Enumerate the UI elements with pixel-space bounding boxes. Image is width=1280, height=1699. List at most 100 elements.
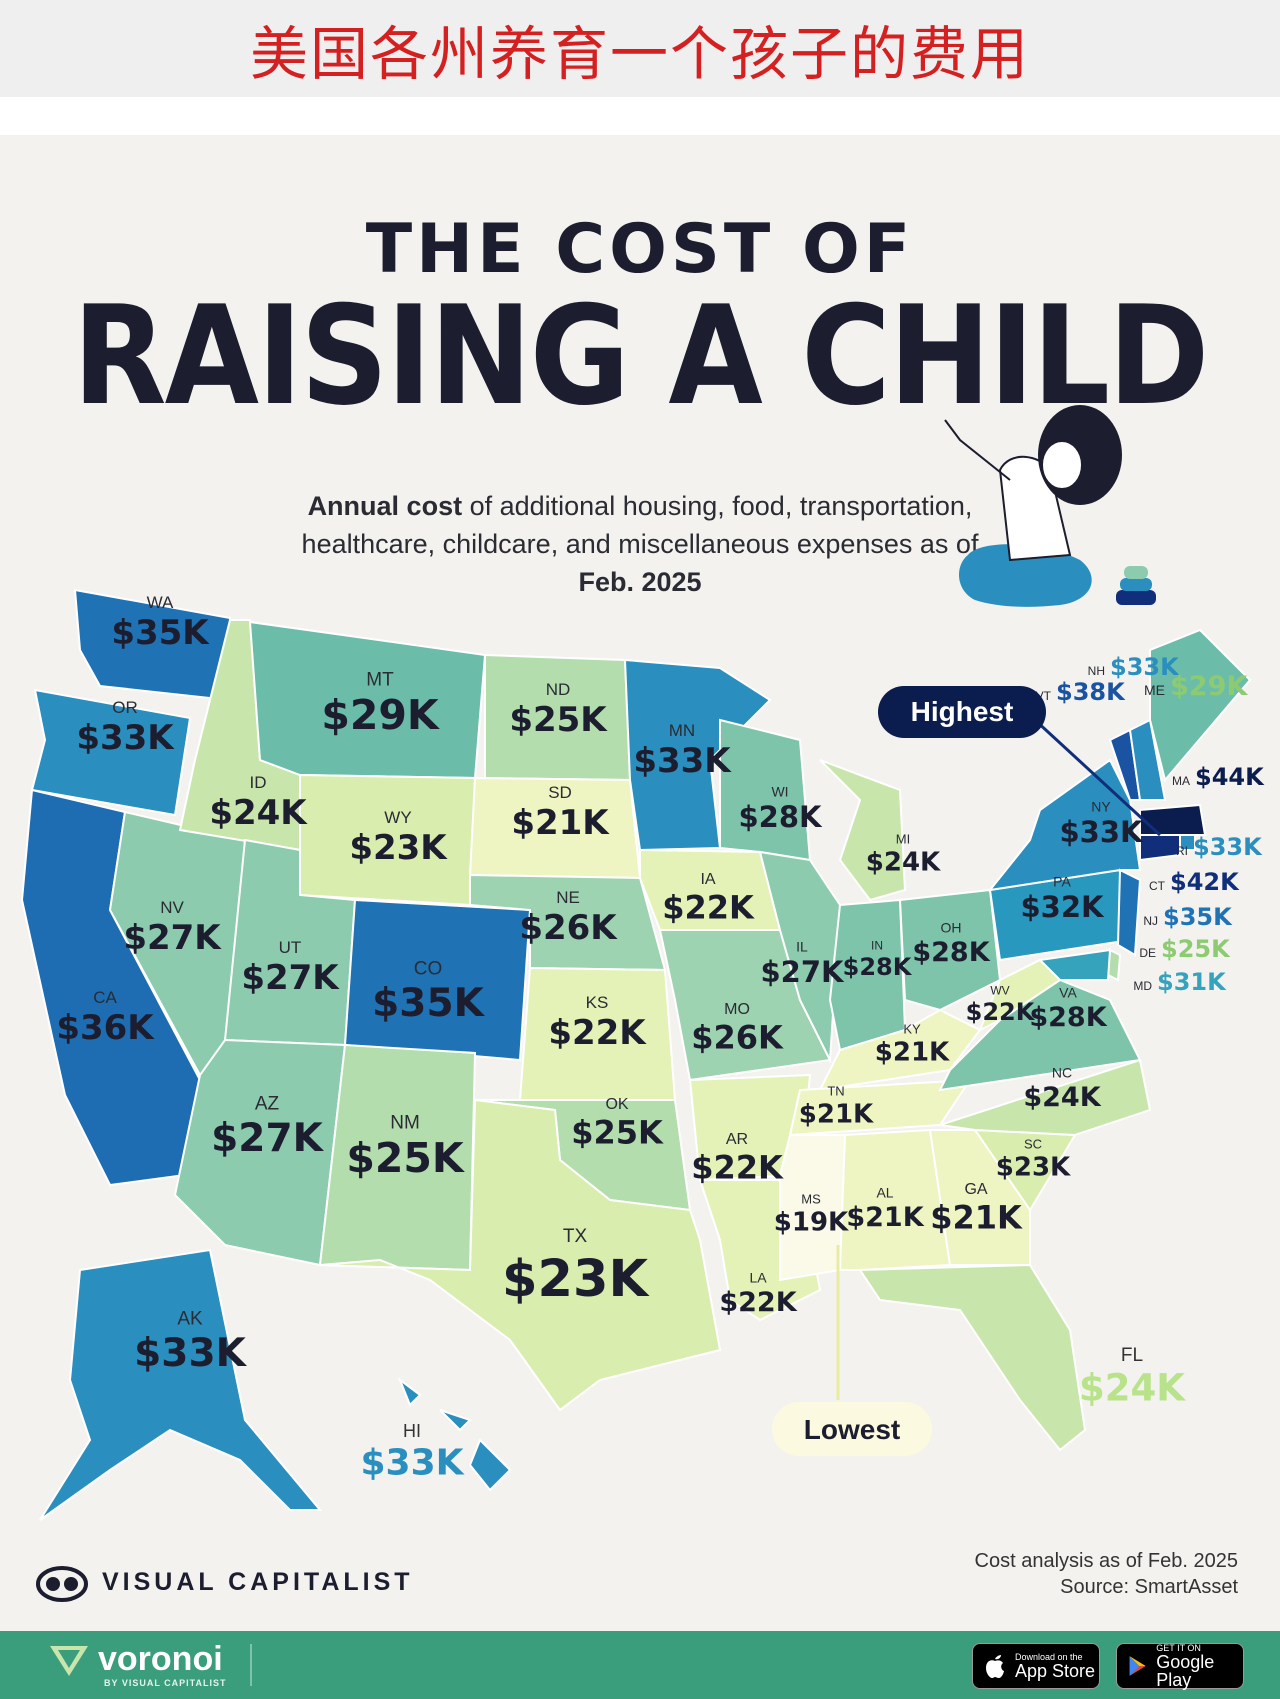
top-banner: 美国各州养育一个孩子的费用	[0, 0, 1280, 97]
state-value-la: $22K	[719, 1287, 797, 1318]
state-abbr-or: OR	[112, 698, 138, 717]
state-il	[758, 850, 842, 1064]
state-nj	[1116, 868, 1142, 957]
state-abbr-ri: RI	[1176, 844, 1188, 858]
state-abbr-ms: MS	[801, 1192, 821, 1207]
state-abbr-md: MD	[1133, 979, 1152, 993]
state-abbr-nd: ND	[546, 680, 571, 699]
state-abbr-nv: NV	[160, 898, 184, 917]
state-labels: WA$35KOR$33KCA$36KNV$27KID$24KMT$29KWY$2…	[56, 593, 1265, 1484]
toy-ring-3	[1124, 566, 1148, 579]
lowest-callout: Lowest	[772, 1245, 932, 1456]
state-value-wv: $22K	[966, 998, 1036, 1026]
state-wi	[719, 718, 812, 862]
state-abbr-fl: FL	[1121, 1345, 1143, 1366]
subtitle-bold-date: Feb. 2025	[578, 567, 702, 597]
state-ms	[779, 1134, 847, 1282]
state-mi	[819, 759, 907, 902]
state-abbr-ne: NE	[556, 888, 580, 907]
state-abbr-me: ME	[1144, 682, 1165, 698]
state-value-oh: $28K	[912, 937, 990, 968]
state-abbr-id: ID	[250, 773, 267, 792]
app-store-button[interactable]: Download on the App Store	[972, 1643, 1100, 1689]
subtitle-text: of additional housing, food, transportat…	[301, 491, 979, 559]
voronoi-brand[interactable]: voronoi	[48, 1640, 223, 1679]
google-play-button[interactable]: GET IT ON Google Play	[1116, 1643, 1244, 1689]
state-value-az: $27K	[211, 1116, 324, 1161]
state-abbr-ca: CA	[93, 988, 117, 1007]
state-value-ar: $22K	[691, 1148, 784, 1186]
state-value-me: $29K	[1170, 671, 1248, 702]
state-value-ne: $26K	[519, 908, 618, 948]
state-value-tn: $21K	[799, 1100, 874, 1130]
state-abbr-la: LA	[749, 1269, 767, 1285]
toy-ring-1	[1116, 590, 1156, 605]
state-value-nv: $27K	[123, 918, 222, 958]
state-value-tx: $23K	[502, 1250, 650, 1309]
state-mn	[623, 658, 772, 852]
state-abbr-il: IL	[796, 938, 808, 954]
state-ny	[987, 758, 1142, 892]
state-value-ut: $27K	[241, 958, 340, 998]
state-value-nj: $35K	[1163, 903, 1233, 931]
state-abbr-ok: OK	[605, 1096, 628, 1113]
state-value-vt: $38K	[1056, 678, 1126, 706]
state-abbr-mn: MN	[669, 721, 695, 740]
apple-icon	[986, 1655, 1004, 1678]
state-abbr-de: DE	[1139, 946, 1156, 960]
child-arm-shape	[944, 419, 1011, 481]
state-abbr-nc: NC	[1052, 1064, 1072, 1080]
state-abbr-ma: MA	[1172, 774, 1190, 788]
state-abbr-nm: NM	[390, 1113, 420, 1134]
state-or	[30, 688, 192, 817]
state-value-mi: $24K	[866, 848, 941, 878]
state-value-ak: $33K	[134, 1331, 247, 1376]
state-abbr-al: AL	[876, 1184, 893, 1200]
state-abbr-ar: AR	[726, 1131, 748, 1148]
google-play-icon	[1129, 1656, 1146, 1676]
state-value-ia: $22K	[662, 888, 755, 926]
vc-brand-name: VISUAL CAPITALIST	[102, 1567, 414, 1596]
state-abbr-nh: NH	[1088, 664, 1105, 678]
state-value-nd: $25K	[509, 700, 608, 740]
state-value-ri: $33K	[1193, 833, 1263, 861]
state-abbr-ky: KY	[903, 1022, 921, 1037]
highest-label: Highest	[911, 696, 1014, 727]
state-value-ny: $33K	[1059, 815, 1144, 849]
subtitle-bold-annual: Annual cost	[307, 491, 463, 521]
state-value-in: $28K	[843, 953, 913, 981]
state-value-va: $28K	[1029, 1002, 1107, 1033]
state-value-sd: $21K	[511, 803, 610, 843]
state-abbr-ia: IA	[700, 871, 715, 888]
app-store-big: App Store	[1015, 1661, 1096, 1681]
child-illustration	[944, 405, 1156, 607]
state-value-mo: $26K	[691, 1018, 784, 1056]
state-abbr-oh: OH	[941, 919, 962, 935]
google-play-big: Google Play	[1156, 1652, 1215, 1690]
state-ma	[1139, 803, 1207, 836]
state-value-wa: $35K	[111, 613, 210, 653]
state-value-sc: $23K	[996, 1153, 1071, 1183]
visual-capitalist-logo-icon	[36, 1566, 88, 1602]
state-abbr-hi: HI	[403, 1421, 421, 1441]
state-abbr-wa: WA	[147, 593, 174, 612]
state-tx	[319, 1098, 722, 1412]
subtitle: Annual cost of additional housing, food,…	[300, 487, 980, 601]
state-nh	[1128, 718, 1167, 801]
voronoi-subtitle: BY VISUAL CAPITALIST	[104, 1678, 227, 1688]
state-abbr-mi: MI	[896, 832, 910, 847]
state-fl	[858, 1263, 1087, 1452]
lowest-label: Lowest	[804, 1414, 900, 1445]
state-abbr-ks: KS	[586, 993, 609, 1012]
state-hi	[397, 1377, 512, 1492]
state-abbr-va: VA	[1059, 984, 1077, 1000]
source-note-line2: Source: SmartAsset	[1060, 1576, 1238, 1598]
state-md	[1037, 948, 1112, 981]
banner-gap	[0, 97, 1280, 135]
state-value-md: $31K	[1157, 968, 1227, 996]
state-value-nm: $25K	[346, 1134, 466, 1182]
state-value-ky: $21K	[875, 1038, 950, 1068]
state-value-ma: $44K	[1195, 763, 1265, 791]
state-value-wy: $23K	[349, 828, 448, 868]
state-abbr-in: IN	[871, 939, 883, 953]
